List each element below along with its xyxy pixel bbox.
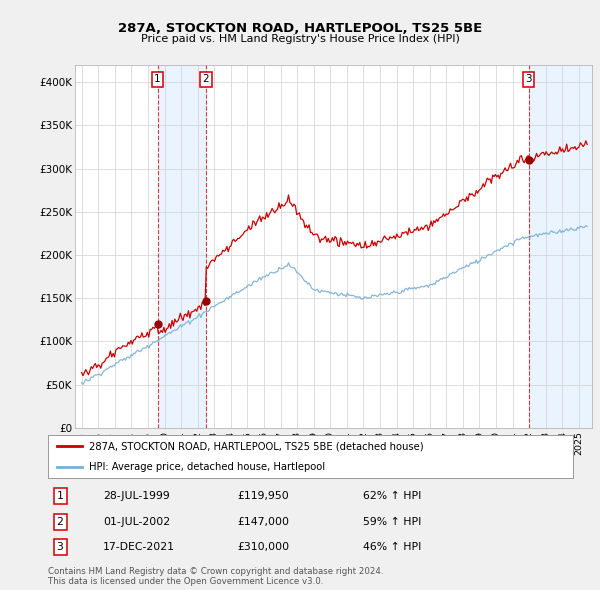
- Text: 3: 3: [56, 542, 64, 552]
- Text: 2: 2: [56, 517, 64, 526]
- Text: Contains HM Land Registry data © Crown copyright and database right 2024.
This d: Contains HM Land Registry data © Crown c…: [48, 567, 383, 586]
- Bar: [529, 65, 592, 428]
- Bar: [158, 65, 206, 428]
- Text: 46% ↑ HPI: 46% ↑ HPI: [363, 542, 421, 552]
- Text: 1: 1: [154, 74, 161, 84]
- Text: £119,950: £119,950: [237, 491, 289, 501]
- Text: 62% ↑ HPI: 62% ↑ HPI: [363, 491, 421, 501]
- Text: 3: 3: [525, 74, 532, 84]
- Text: 01-JUL-2002: 01-JUL-2002: [103, 517, 170, 526]
- Text: 17-DEC-2021: 17-DEC-2021: [103, 542, 175, 552]
- Text: £310,000: £310,000: [237, 542, 289, 552]
- Text: 287A, STOCKTON ROAD, HARTLEPOOL, TS25 5BE (detached house): 287A, STOCKTON ROAD, HARTLEPOOL, TS25 5B…: [89, 441, 424, 451]
- Text: £147,000: £147,000: [237, 517, 289, 526]
- Text: 28-JUL-1999: 28-JUL-1999: [103, 491, 170, 501]
- Text: 59% ↑ HPI: 59% ↑ HPI: [363, 517, 421, 526]
- Text: Price paid vs. HM Land Registry's House Price Index (HPI): Price paid vs. HM Land Registry's House …: [140, 34, 460, 44]
- Text: 287A, STOCKTON ROAD, HARTLEPOOL, TS25 5BE: 287A, STOCKTON ROAD, HARTLEPOOL, TS25 5B…: [118, 22, 482, 35]
- Text: 1: 1: [56, 491, 64, 501]
- Text: HPI: Average price, detached house, Hartlepool: HPI: Average price, detached house, Hart…: [89, 462, 325, 472]
- Text: 2: 2: [203, 74, 209, 84]
